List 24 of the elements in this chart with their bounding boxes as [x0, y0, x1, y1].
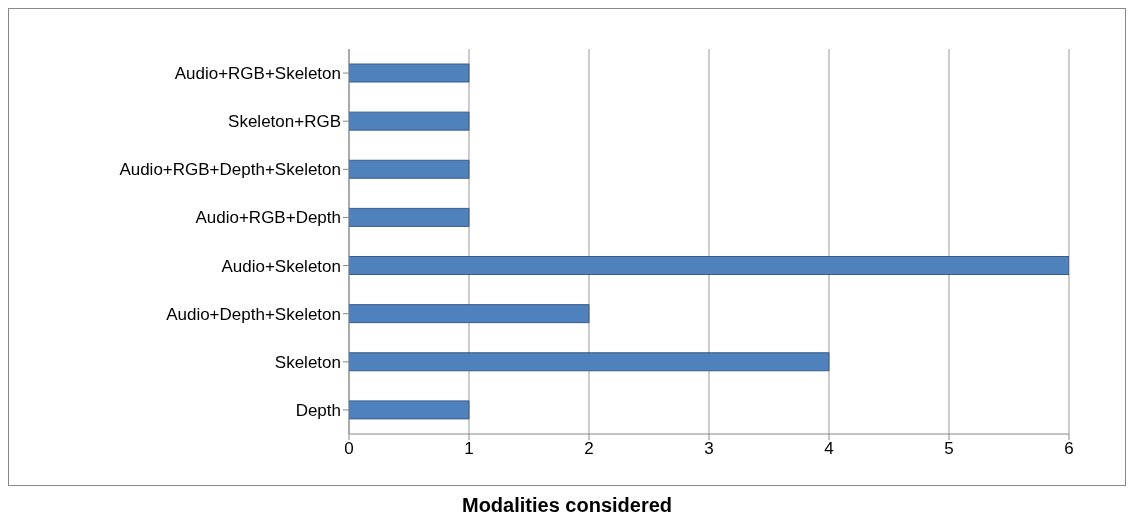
y-tick-label: Skeleton — [274, 352, 341, 372]
y-tick-label: Skeleton+RGB — [228, 112, 341, 132]
bar — [349, 400, 470, 420]
y-tick-label: Audio+RGB+Skeleton — [174, 64, 341, 84]
x-tick-label: 6 — [1064, 439, 1074, 459]
y-tick-label: Audio+Skeleton — [221, 256, 341, 276]
bar — [349, 304, 590, 324]
bar — [349, 159, 470, 179]
x-tick-label: 5 — [944, 439, 954, 459]
bar — [349, 207, 470, 227]
x-tick-label: 1 — [464, 439, 474, 459]
x-tick-label: 3 — [704, 439, 714, 459]
x-tick-label: 0 — [344, 439, 354, 459]
bar — [349, 352, 830, 372]
x-tick-label: 4 — [824, 439, 834, 459]
bar — [349, 256, 1069, 275]
y-tick-label: Audio+RGB+Depth+Skeleton — [119, 160, 341, 180]
y-tick-label: Audio+Depth+Skeleton — [166, 304, 341, 324]
x-tick-label: 2 — [584, 439, 594, 459]
bar — [349, 63, 470, 83]
bar — [349, 111, 470, 131]
y-tick-label: Depth — [295, 400, 341, 420]
y-tick-label: Audio+RGB+Depth — [195, 208, 341, 228]
x-axis-title: Modalities considered — [460, 494, 674, 517]
